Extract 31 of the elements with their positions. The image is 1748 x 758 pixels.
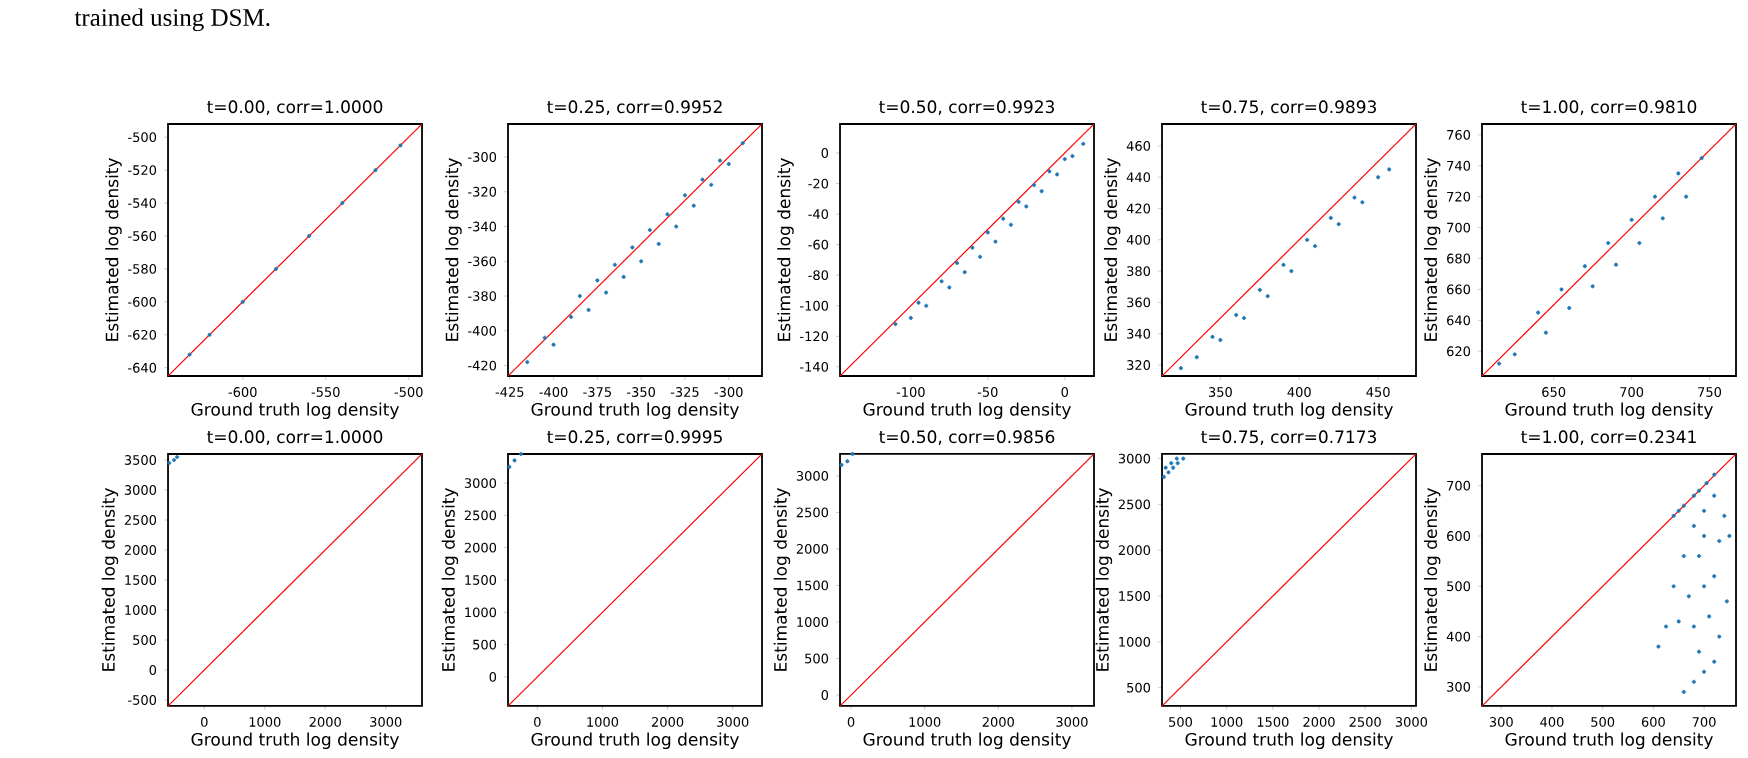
y-axis-title: Estimated log density [773, 488, 791, 671]
chart-title: t=0.50, corr=0.9856 [879, 430, 1055, 445]
chart-title: t=1.00, corr=0.2341 [1521, 430, 1696, 445]
x-axis-title: Ground truth log density [191, 732, 399, 750]
y-axis-title: Estimated log density [1423, 158, 1441, 341]
x-axis-title: Ground truth log density [1505, 402, 1713, 420]
y-axis-title: Estimated log density [777, 158, 794, 341]
y-axis-title: Estimated log density [445, 158, 462, 341]
x-axis-title: Ground truth log density [531, 402, 739, 420]
x-axis-title: Ground truth log density [191, 402, 399, 420]
y-axis-title: Estimated log density [441, 488, 459, 671]
y-axis-title: Estimated log density [105, 158, 122, 341]
x-axis-title: Ground truth log density [1185, 402, 1393, 420]
chart-title: t=0.75, corr=0.9893 [1201, 100, 1376, 115]
y-axis-title: Estimated log density [1095, 487, 1113, 671]
chart-title: t=0.75, corr=0.7173 [1201, 430, 1376, 445]
x-axis-title: Ground truth log density [863, 402, 1071, 420]
x-axis-title: Ground truth log density [1185, 732, 1393, 750]
chart-title: t=0.00, corr=1.0000 [207, 100, 383, 115]
chart-title: t=0.25, corr=0.9952 [547, 100, 722, 115]
text: trained using DSM. [74, 8, 270, 32]
x-axis-title: Ground truth log density [863, 732, 1071, 750]
x-axis-title: Ground truth log density [1505, 732, 1713, 750]
y-axis-title: Estimated log density [1423, 488, 1441, 671]
y-axis-title: Estimated log density [101, 488, 119, 671]
chart-title: t=1.00, corr=0.9810 [1521, 100, 1697, 115]
chart-title: t=0.50, corr=0.9923 [879, 100, 1054, 115]
chart-title: t=0.25, corr=0.9995 [547, 430, 722, 445]
chart-title: t=0.00, corr=1.0000 [207, 430, 383, 445]
x-axis-title: Ground truth log density [531, 732, 739, 750]
y-axis-title: Estimated log density [1103, 158, 1121, 341]
